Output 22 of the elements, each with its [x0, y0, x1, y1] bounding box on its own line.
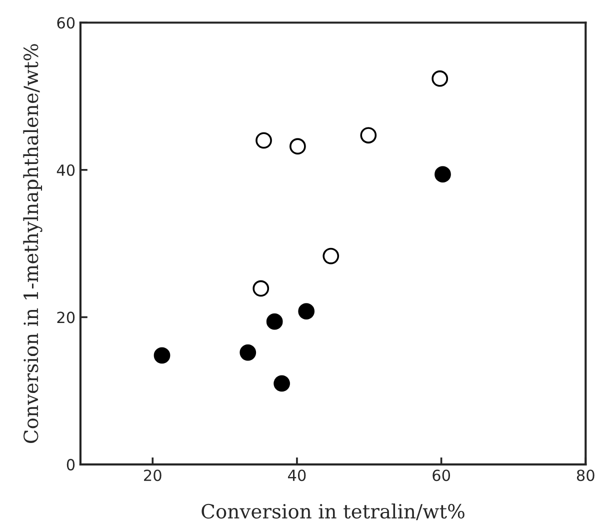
x-tick-label: 20 [144, 470, 162, 482]
x-tick-label: 80 [576, 470, 594, 482]
x-tick-label: 40 [288, 470, 306, 482]
point [290, 138, 306, 155]
y-tick-label: 60 [57, 17, 75, 29]
point [298, 303, 315, 320]
point [274, 375, 290, 392]
point [266, 313, 283, 330]
y-axis-title: Conversion in 1-methylnaphthalene/wt% [23, 44, 42, 444]
y-tick-label: 20 [57, 312, 75, 324]
point [256, 132, 272, 149]
point [240, 344, 256, 361]
point [360, 127, 377, 144]
point [432, 70, 448, 87]
x-axis-title: Conversion in tetralin/wt% [202, 504, 464, 520]
point [154, 347, 170, 364]
point [252, 280, 270, 297]
point [434, 166, 451, 183]
y-tick-label: 0 [66, 458, 75, 470]
point [322, 248, 340, 264]
y-tick-label: 40 [56, 164, 75, 176]
x-tick-label: 60 [432, 470, 450, 482]
